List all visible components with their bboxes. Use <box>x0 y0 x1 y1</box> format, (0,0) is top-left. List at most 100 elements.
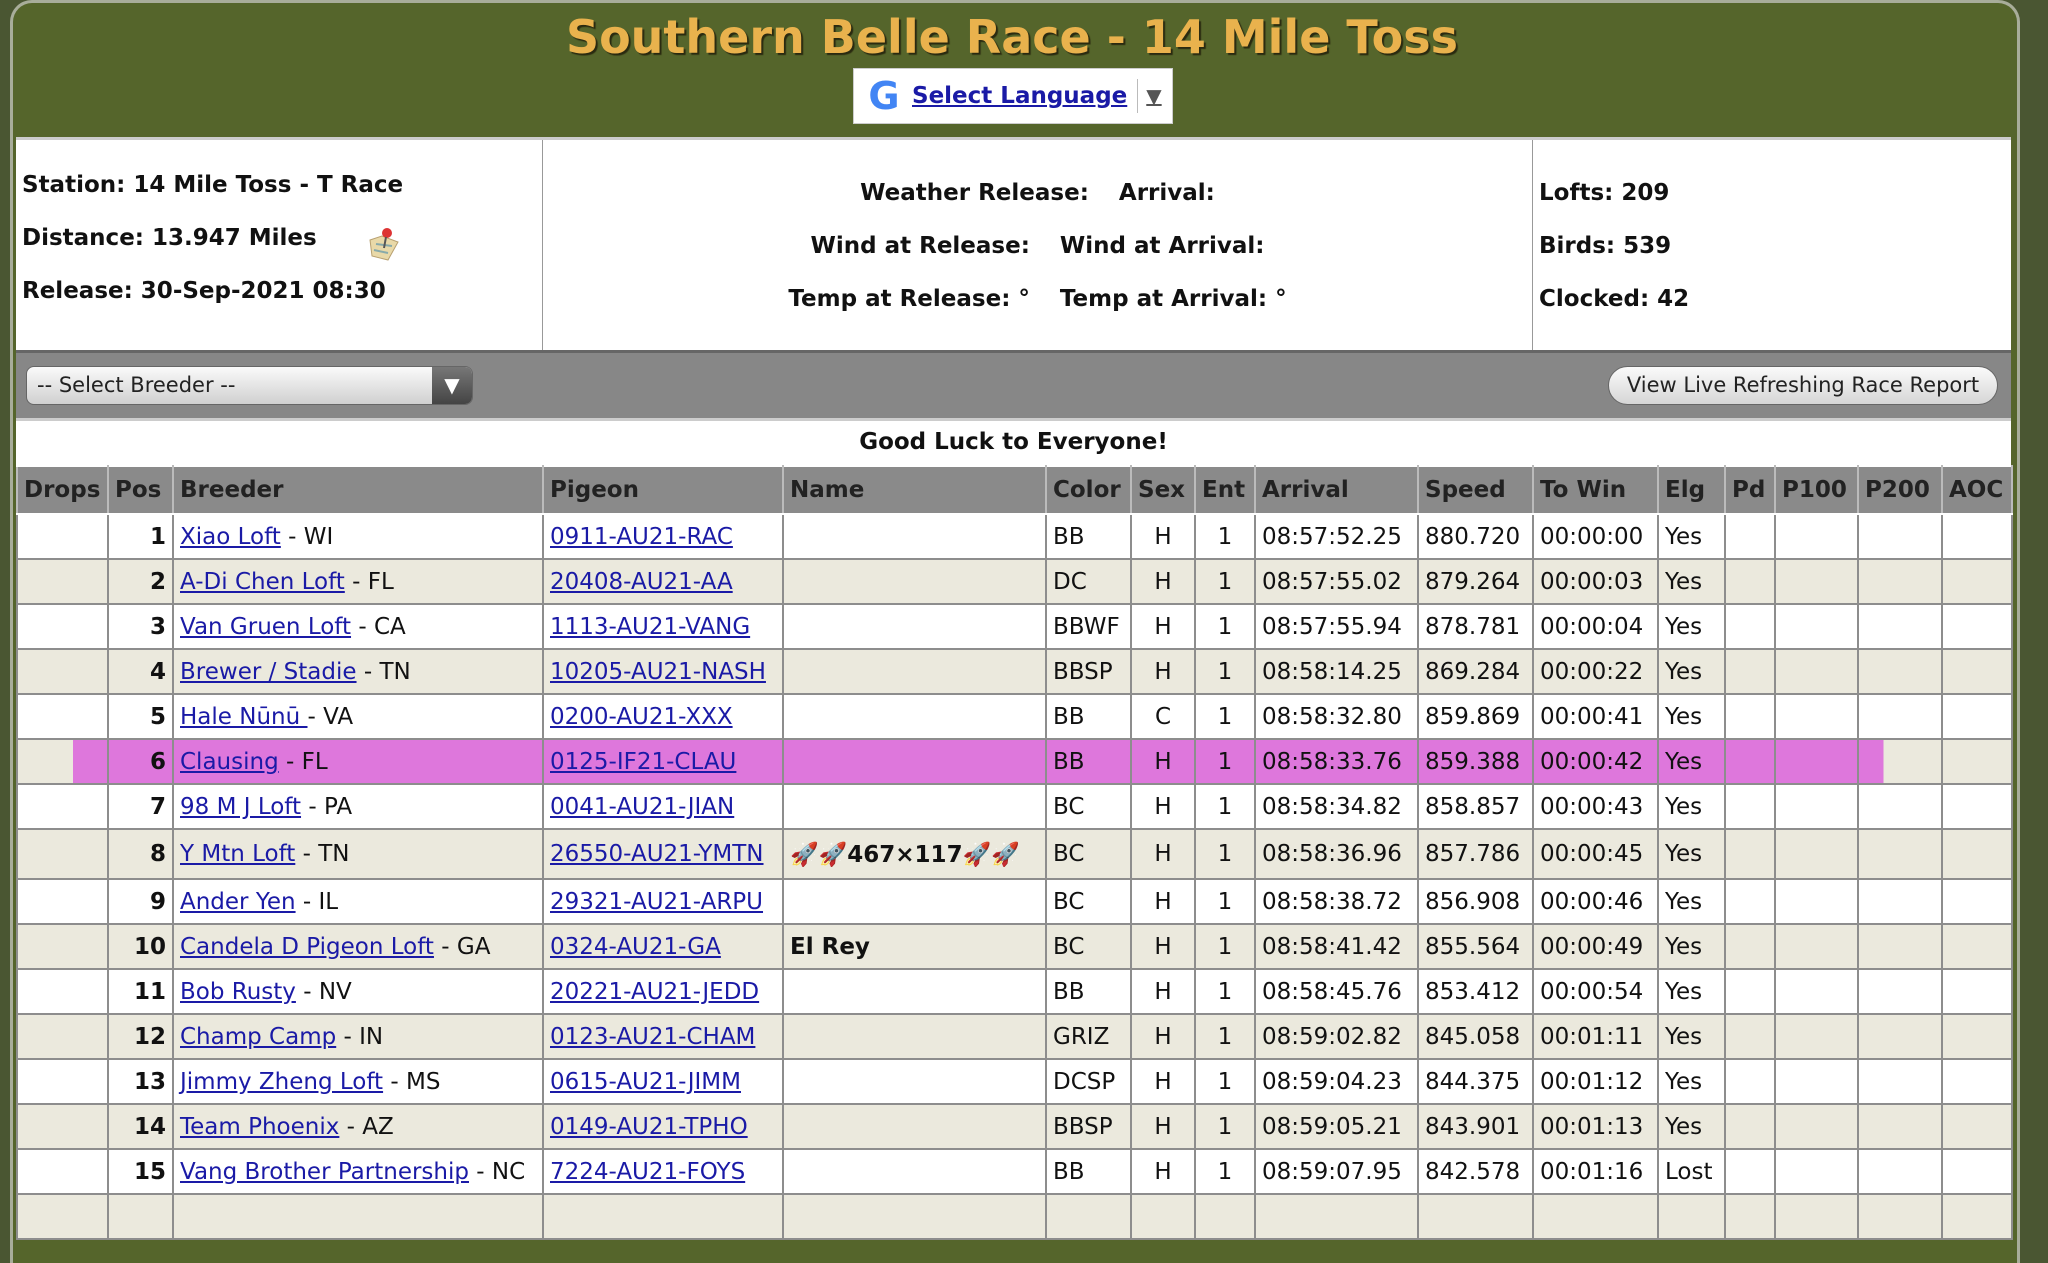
pigeon-link[interactable]: 20221-AU21-JEDD <box>550 978 760 1005</box>
breeder-link[interactable]: Brewer / Stadie <box>180 658 357 685</box>
select-language-link[interactable]: Select Language <box>912 83 1128 109</box>
entries: 1 <box>1217 1113 1233 1140</box>
breeder-link[interactable]: Xiao Loft <box>180 523 281 550</box>
google-icon: G <box>868 74 900 118</box>
breeder-link[interactable]: Bob Rusty <box>180 978 296 1005</box>
breeder-cell: Van Gruen Loft - CA <box>172 603 544 650</box>
column-header-p100[interactable]: P100 <box>1774 465 1859 515</box>
pigeon-link[interactable]: 0125-IF21-CLAU <box>550 748 737 775</box>
pigeon-link[interactable]: 0200-AU21-XXX <box>550 703 733 730</box>
pigeon-link[interactable]: 26550-AU21-YMTN <box>550 841 764 867</box>
breeder-link[interactable]: Jimmy Zheng Loft <box>180 1068 384 1095</box>
pd-cell <box>1724 1058 1776 1105</box>
pigeon-link[interactable]: 0911-AU21-RAC <box>550 523 733 550</box>
speed-cell: 856.908 <box>1417 878 1534 925</box>
breeder-link[interactable]: Champ Camp <box>180 1023 337 1050</box>
pos-cell: 11 <box>107 968 174 1015</box>
pigeon-link[interactable]: 0123-AU21-CHAM <box>550 1023 756 1050</box>
column-header-elg[interactable]: Elg <box>1657 465 1726 515</box>
pigeon-link[interactable]: 7224-AU21-FOYS <box>550 1158 746 1185</box>
drops-cell <box>16 878 109 925</box>
breeder-link[interactable]: Vang Brother Partnership <box>180 1158 469 1185</box>
pigeon-link[interactable]: 0041-AU21-JIAN <box>550 793 735 820</box>
breeder-link[interactable]: Y Mtn Loft <box>180 841 296 867</box>
pigeon-link[interactable]: 20408-AU21-AA <box>550 568 733 595</box>
drops-cell <box>16 513 109 560</box>
breeder-link[interactable]: A-Di Chen Loft <box>180 568 345 595</box>
column-header-breeder[interactable]: Breeder <box>172 465 544 515</box>
column-header-pd[interactable]: Pd <box>1724 465 1776 515</box>
empty-cell <box>1045 1193 1132 1240</box>
weather-release-label: Weather Release: <box>860 180 1089 206</box>
wind-arrival-label: Wind at Arrival: <box>1059 233 1265 259</box>
empty-cell <box>782 1193 1047 1240</box>
pigeon-link[interactable]: 10205-AU21-NASH <box>550 658 766 685</box>
sex-cell: H <box>1130 648 1196 695</box>
pigeon-link[interactable]: 0324-AU21-GA <box>550 933 721 960</box>
color-cell: BC <box>1045 783 1132 830</box>
pigeon-link[interactable]: 0615-AU21-JIMM <box>550 1068 741 1095</box>
column-header-pigeon[interactable]: Pigeon <box>542 465 784 515</box>
ent-cell: 1 <box>1194 783 1256 830</box>
breeder-select[interactable]: -- Select Breeder -- ▼ <box>26 366 473 405</box>
eligibility: Yes <box>1665 793 1703 820</box>
empty-cell <box>172 1193 544 1240</box>
breeder-link[interactable]: Hale Nūnū <box>180 703 308 730</box>
p100-cell <box>1774 558 1859 605</box>
temp-arrival-label: Temp at Arrival: ° <box>1059 286 1287 312</box>
aoc-cell <box>1941 828 2013 880</box>
column-header-arrival[interactable]: Arrival <box>1254 465 1419 515</box>
column-header-ent[interactable]: Ent <box>1194 465 1256 515</box>
pigeon-link[interactable]: 0149-AU21-TPHO <box>550 1113 748 1140</box>
speed-cell: 878.781 <box>1417 603 1534 650</box>
arrival-time: 08:58:33.76 <box>1262 748 1402 775</box>
arrival-cell: 08:58:41.42 <box>1254 923 1419 970</box>
empty-cell <box>1857 1193 1943 1240</box>
arrival-cell: 08:57:55.94 <box>1254 603 1419 650</box>
drops-cell <box>16 558 109 605</box>
column-header-speed[interactable]: Speed <box>1417 465 1534 515</box>
position: 11 <box>133 978 166 1005</box>
pigeon-link[interactable]: 29321-AU21-ARPU <box>550 888 764 915</box>
column-header-color[interactable]: Color <box>1045 465 1132 515</box>
position: 5 <box>149 703 166 730</box>
column-header-p200[interactable]: P200 <box>1857 465 1943 515</box>
ent-cell: 1 <box>1194 603 1256 650</box>
time-to-win: 00:00:04 <box>1540 613 1644 640</box>
sex-cell: H <box>1130 558 1196 605</box>
pd-cell <box>1724 923 1776 970</box>
chevron-down-icon[interactable]: ▼ <box>432 367 472 404</box>
column-header-pos[interactable]: Pos <box>107 465 174 515</box>
ent-cell: 1 <box>1194 1013 1256 1060</box>
eligibility: Yes <box>1665 568 1703 595</box>
column-header-drops[interactable]: Drops <box>16 465 109 515</box>
table-row: 13 Jimmy Zheng Loft - MS 0615-AU21-JIMM DCS… <box>16 1058 2013 1105</box>
breeder-link[interactable]: Van Gruen Loft <box>180 613 352 640</box>
eligibility: Yes <box>1665 748 1703 775</box>
towin-cell: 00:00:46 <box>1532 878 1659 925</box>
live-report-button[interactable]: View Live Refreshing Race Report <box>1608 366 1998 405</box>
pigeon-color: BC <box>1053 841 1085 867</box>
breeder-state: - PA <box>301 793 353 820</box>
table-row: 9 Ander Yen - IL 29321-AU21-ARPU BC H 1 08:58:… <box>16 878 2013 925</box>
chevron-down-icon[interactable]: ▼ <box>1146 84 1162 108</box>
drops-cell <box>16 828 109 880</box>
breeder-link[interactable]: Candela D Pigeon Loft <box>180 933 434 960</box>
column-header-sex[interactable]: Sex <box>1130 465 1196 515</box>
language-selector[interactable]: G Select Language ▼ <box>853 68 1173 124</box>
breeder-link[interactable]: Ander Yen <box>180 888 296 915</box>
column-header-aoc[interactable]: AOC <box>1941 465 2013 515</box>
speed-cell: 858.857 <box>1417 783 1534 830</box>
map-icon[interactable] <box>366 226 402 266</box>
breeder-link[interactable]: Clausing <box>180 748 279 775</box>
column-header-to-win[interactable]: To Win <box>1532 465 1659 515</box>
aoc-cell <box>1941 1103 2013 1150</box>
column-header-name[interactable]: Name <box>782 465 1047 515</box>
table-row: 15 Vang Brother Partnership - NC 7224-AU21… <box>16 1148 2013 1195</box>
breeder-link[interactable]: 98 M J Loft <box>180 793 302 820</box>
breeder-link[interactable]: Team Phoenix <box>180 1113 340 1140</box>
eligibility: Yes <box>1665 1023 1703 1050</box>
drops-cell <box>16 693 109 740</box>
color-cell: DCSP <box>1045 1058 1132 1105</box>
pigeon-link[interactable]: 1113-AU21-VANG <box>550 613 751 640</box>
